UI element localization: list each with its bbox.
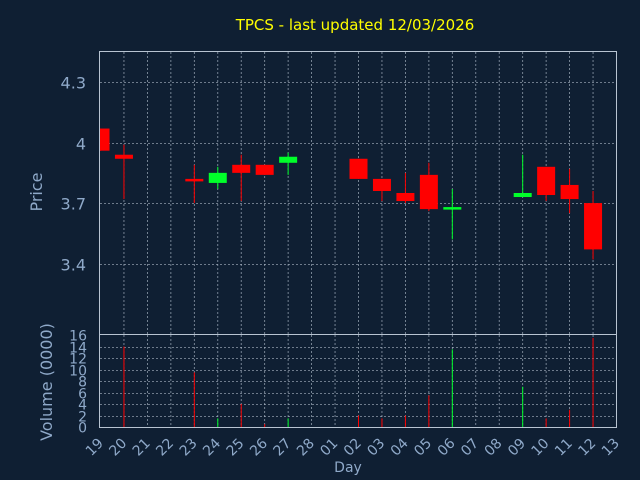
x-tick-label: 20	[106, 436, 130, 460]
candle-body	[349, 158, 368, 179]
x-tick-label: 06	[435, 435, 459, 459]
volume-y-tick-label: 4	[78, 398, 87, 414]
x-tick-label: 12	[575, 436, 599, 460]
candle-body	[208, 172, 227, 183]
x-tick-label: 02	[341, 436, 365, 460]
x-tick-label: 05	[411, 436, 435, 460]
volume-y-tick-label: 10	[69, 364, 87, 380]
candle-body	[396, 193, 415, 202]
x-tick-label: 22	[153, 436, 177, 460]
volume-y-tick-label: 12	[69, 352, 87, 368]
volume-y-tick-label: 16	[69, 329, 87, 345]
price-y-tick-label: 3.4	[61, 256, 86, 275]
candle-body	[232, 164, 251, 173]
candle-body	[372, 178, 391, 191]
x-tick-label: 01	[317, 436, 341, 460]
volume-y-tick-label: 8	[78, 375, 87, 391]
x-tick-label: 10	[529, 436, 553, 460]
candle-body	[419, 174, 438, 210]
x-tick-label: 19	[83, 436, 107, 460]
x-tick-label: 07	[458, 436, 482, 460]
price-y-ticks: 4.3 4 3.7 3.4	[61, 74, 86, 275]
candle-body	[513, 193, 532, 198]
x-tick-label: 09	[505, 436, 529, 460]
x-tick-label: 24	[200, 435, 224, 459]
candle-body	[443, 207, 462, 210]
x-tick-label: 13	[599, 436, 623, 460]
volume-y-tick-label: 6	[78, 387, 87, 403]
candles	[100, 128, 603, 260]
x-tick-label: 08	[482, 436, 506, 460]
x-tick-label: 27	[271, 436, 295, 460]
x-tick-label: 03	[364, 436, 388, 460]
chart-title: TPCS - last updated 12/03/2026	[235, 16, 475, 34]
x-tick-label: 04	[388, 435, 412, 459]
x-tick-label: 23	[177, 436, 201, 460]
candle-body	[114, 154, 133, 159]
x-tick-label: 25	[224, 436, 248, 460]
candle-body	[537, 166, 556, 196]
volume-panel-frame	[99, 334, 617, 428]
price-y-tick-label: 3.7	[61, 195, 86, 214]
x-axis-ticks: 19 20 21 22 23 24 25 26 27 28 01 02 03 04 05 06 07 08 09 10…	[83, 435, 623, 459]
volume-y-tick-label: 14	[69, 341, 87, 357]
volume-y-tick-label: 2	[78, 410, 87, 426]
x-tick-label: 26	[247, 435, 271, 459]
candle-body	[584, 203, 603, 250]
x-tick-label: 11	[552, 436, 576, 460]
x-tick-label: 28	[294, 436, 318, 460]
price-y-tick-label: 4	[76, 135, 86, 154]
candle-body	[560, 184, 579, 200]
candle-body	[185, 178, 204, 182]
volume-y-tick-label: 0	[78, 421, 87, 437]
candle-body	[279, 156, 298, 163]
price-panel: 4.3 4 3.7 3.4 Price	[27, 51, 617, 335]
candle-body	[100, 128, 110, 151]
x-tick-label: 21	[130, 436, 154, 460]
volume-grid	[100, 335, 616, 427]
volume-axis-label: Volume (0000)	[37, 323, 56, 441]
price-axis-label: Price	[27, 172, 46, 211]
candle-body	[255, 164, 274, 175]
price-y-tick-label: 4.3	[61, 74, 86, 93]
x-axis-label: Day	[334, 460, 362, 476]
volume-bars	[123, 337, 594, 427]
